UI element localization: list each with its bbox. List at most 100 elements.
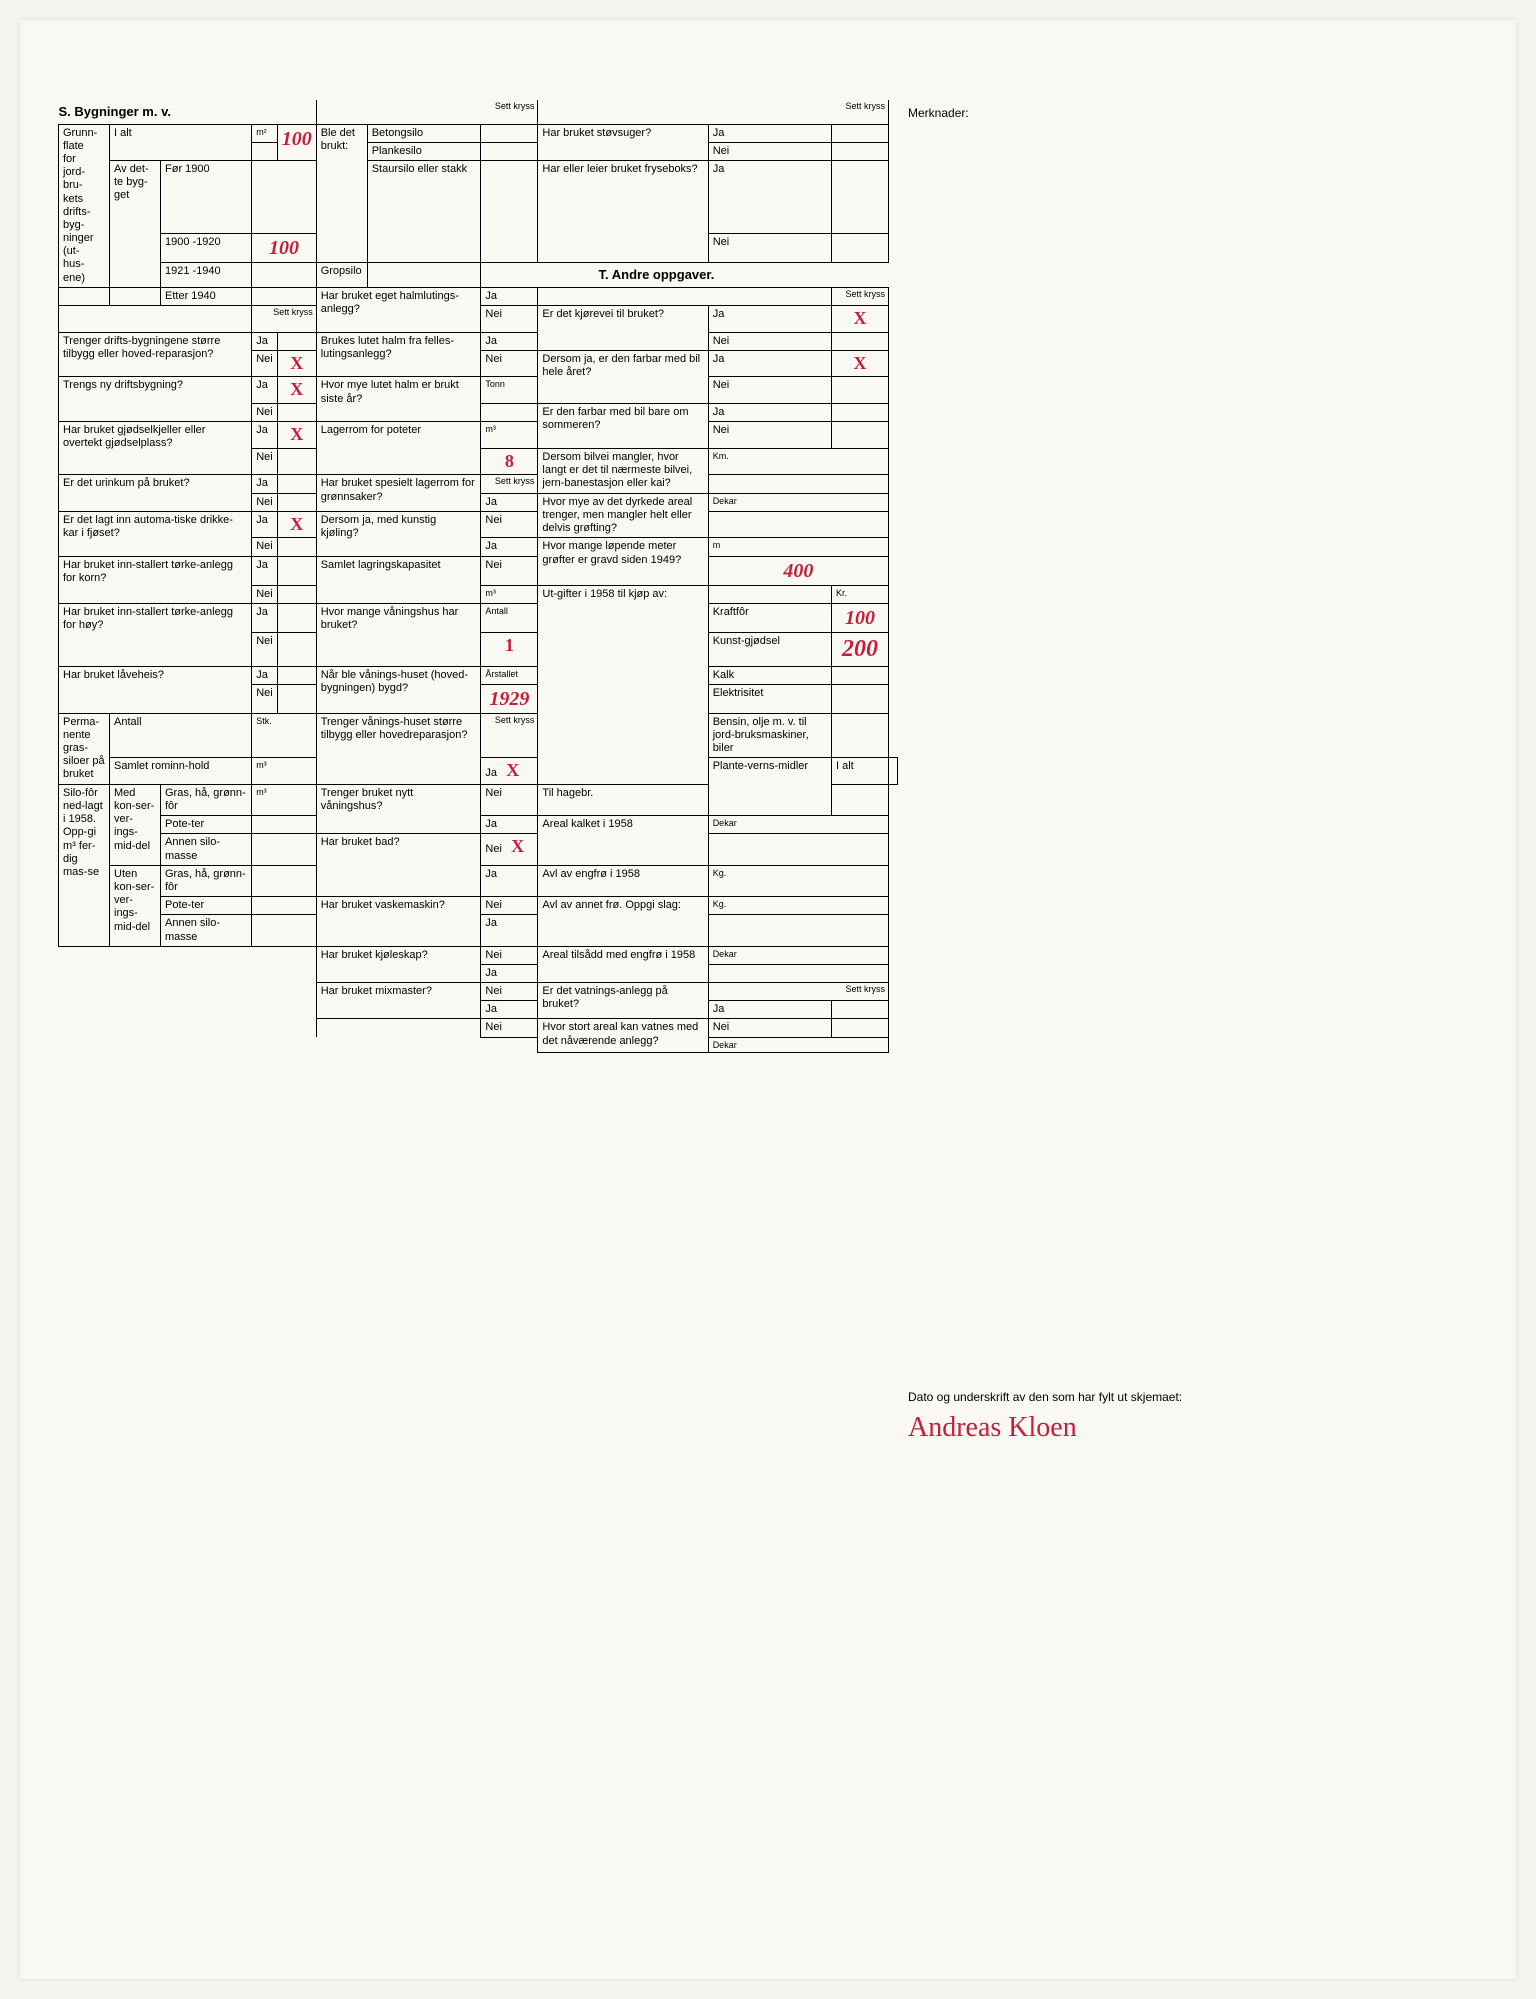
dekar: Dekar [708, 816, 888, 834]
vatning-q: Er det vatnings-anlegg på bruket? [538, 983, 708, 1019]
q6-nei-val[interactable] [277, 585, 316, 603]
stovsuger-q: Har bruket støvsuger? [538, 124, 708, 160]
ja: Ja [481, 816, 538, 834]
ja: Ja [481, 865, 538, 896]
q7-ja-val[interactable] [277, 603, 316, 632]
vatning-ja[interactable] [831, 1001, 888, 1019]
lagerrom-val: 8 [481, 448, 538, 475]
nei: Nei [252, 404, 278, 422]
plankesilo-val[interactable] [481, 142, 538, 160]
fryseboks-nei[interactable] [831, 234, 888, 263]
betongsilo-val[interactable] [481, 124, 538, 142]
m3: m³ [481, 585, 538, 603]
i-alt: I alt [831, 758, 888, 785]
areal-vatnes-q: Hvor stort areal kan vatnes med det nåvæ… [538, 1019, 708, 1053]
q3-nei-val[interactable] [277, 448, 316, 475]
kraftfor: Kraftfôr [708, 603, 831, 632]
q5-ja-mark: X [277, 511, 316, 538]
q4-nei-val[interactable] [277, 493, 316, 511]
vatning-nei[interactable] [831, 1019, 888, 1037]
kr: Kr. [831, 585, 888, 603]
i-alt-value: 100 [277, 124, 316, 160]
sett-kryss: Sett kryss [481, 713, 538, 758]
kjorevei-q: Er det kjørevei til bruket? [538, 306, 708, 351]
tonn-val[interactable] [481, 404, 538, 422]
q6: Har bruket inn-stallert tørke-anlegg for… [59, 556, 252, 603]
staursilo-val[interactable] [481, 160, 538, 262]
signature-value: Andreas Kloen [908, 1412, 1208, 1444]
q7-nei-val[interactable] [277, 632, 316, 666]
antall-label: Antall [110, 713, 252, 758]
sommer-q: Er den farbar med bil bare om sommeren? [538, 404, 708, 449]
q1-ja-val[interactable] [277, 332, 316, 350]
gras2-val[interactable] [252, 865, 317, 896]
nei: Nei [252, 493, 278, 511]
tilsadd-val[interactable] [708, 964, 888, 982]
form-tables: S. Bygninger m. v. Sett kryss Sett kryss… [58, 100, 898, 1053]
m-unit: m [708, 538, 888, 556]
hagebr-val[interactable] [831, 784, 888, 815]
gras2: Gras, hå, grønn-fôr [161, 865, 252, 896]
fryseboks-ja[interactable] [831, 160, 888, 233]
med-kons: Med kon-ser-ver-ings-mid-del [110, 784, 161, 865]
engfro-q: Avl av engfrø i 1958 [538, 865, 708, 896]
dekar-val[interactable] [708, 511, 888, 538]
poteter1-val[interactable] [252, 816, 317, 834]
1921-1940-val[interactable] [252, 263, 317, 288]
km-val[interactable] [708, 475, 888, 493]
kalket-val[interactable] [708, 834, 888, 865]
stovsuger-nei[interactable] [831, 142, 888, 160]
dekar: Dekar [708, 946, 888, 964]
nei: Nei [481, 946, 538, 964]
q4-ja-val[interactable] [277, 475, 316, 493]
signature-block: Dato og underskrift av den som har fylt … [908, 1390, 1208, 1444]
q4: Er det urinkum på bruket? [59, 475, 252, 511]
bensin-val[interactable] [831, 713, 888, 758]
gropsilo-val[interactable] [367, 263, 481, 288]
bad-q: Har bruket bad? [316, 834, 481, 897]
bygd-q: Når ble vånings-huset (hoved-bygningen) … [316, 666, 481, 713]
plante-ialt-val[interactable] [888, 758, 897, 785]
q8-ja-val[interactable] [277, 666, 316, 684]
farbar-nei[interactable] [831, 377, 888, 404]
q8-nei-val[interactable] [277, 684, 316, 713]
nei: Nei [252, 632, 278, 666]
main-table: S. Bygninger m. v. Sett kryss Sett kryss… [58, 100, 898, 1053]
ja: Ja [252, 475, 278, 493]
ja: Ja [252, 511, 278, 538]
sommer-ja[interactable] [831, 404, 888, 422]
etter1940-val[interactable] [252, 287, 317, 305]
elektrisitet-val[interactable] [831, 684, 888, 713]
annen1-val[interactable] [252, 834, 317, 865]
silofor-label: Silo-fôr ned-lagt i 1958. Opp-gi m³ fer-… [59, 784, 110, 946]
section-s-title: S. Bygninger m. v. [59, 100, 317, 124]
sommer-nei[interactable] [831, 422, 888, 449]
ja: Ja [252, 603, 278, 632]
ja: Ja [481, 332, 538, 350]
kalk-val[interactable] [831, 666, 888, 684]
q5-nei-val[interactable] [277, 538, 316, 556]
annet-fro-val[interactable] [708, 915, 888, 946]
kg: Kg. [708, 865, 888, 896]
gronnsaker-q: Har bruket spesielt lagerrom for grønnsa… [316, 475, 481, 511]
q8: Har bruket låveheis? [59, 666, 252, 713]
kjorevei-nei[interactable] [831, 332, 888, 350]
antall: Antall [481, 603, 538, 632]
sett-kryss-s: Sett kryss [252, 306, 317, 333]
stovsuger-ja[interactable] [831, 124, 888, 142]
bensin: Bensin, olje m. v. til jord-bruksmaskine… [708, 713, 831, 758]
q6-ja-val[interactable] [277, 556, 316, 585]
ja: Ja [708, 404, 831, 422]
poteter2-val[interactable] [252, 897, 317, 915]
ja: Ja [481, 287, 538, 305]
ja: Ja [252, 377, 278, 404]
for1900-val[interactable] [252, 160, 317, 233]
q2-nei-val[interactable] [277, 404, 316, 422]
nei: Nei [481, 306, 538, 333]
form-page: S. Bygninger m. v. Sett kryss Sett kryss… [20, 20, 1516, 1979]
annen2-val[interactable] [252, 915, 317, 946]
q2: Trengs ny driftsbygning? [59, 377, 252, 422]
mixmaster-q: Har bruket mixmaster? [316, 983, 481, 1019]
rominnhold: Samlet rominn-hold [110, 758, 252, 785]
nytt-nei-mark: X [511, 836, 524, 856]
